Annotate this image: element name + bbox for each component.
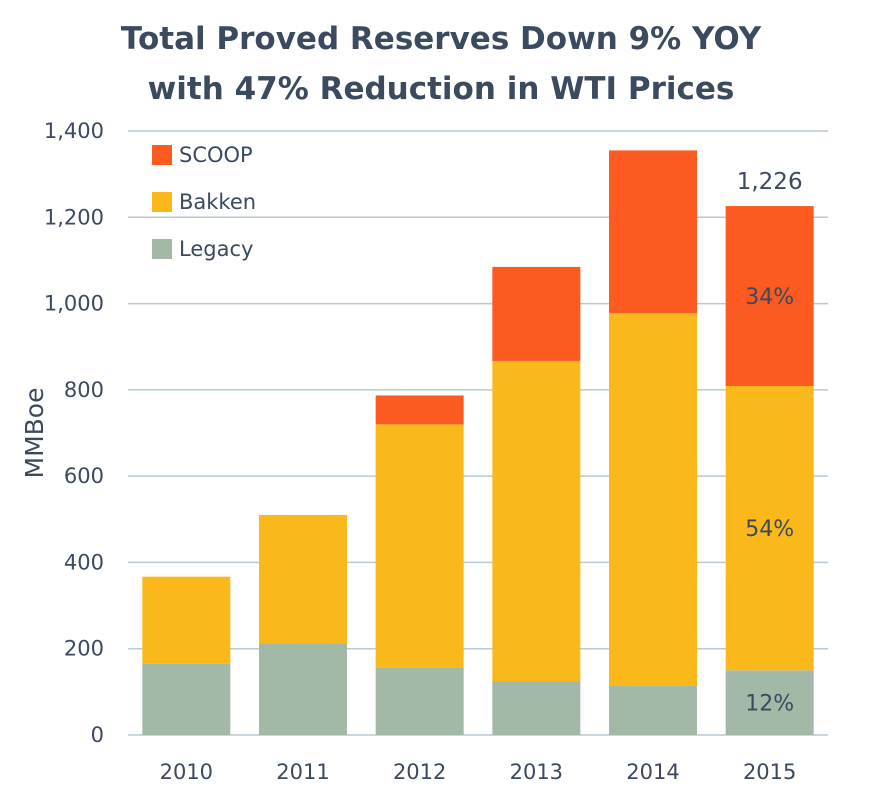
bar-legacy-2013: [492, 681, 581, 735]
y-axis-label: MMBoe: [20, 388, 49, 479]
legend-swatch-legacy: [152, 239, 172, 259]
bar-legacy-2012: [375, 667, 464, 735]
segment-percent-label: 12%: [745, 692, 794, 717]
x-tick-label: 2011: [276, 760, 329, 784]
x-axis-ticks: 2010 2011 2012 2013 2014 2015: [160, 760, 797, 784]
bar-scoop-2014: [609, 150, 697, 314]
chart-title-line-2: with 47% Reduction in WTI Prices: [147, 71, 735, 107]
y-tick-label: 0: [91, 723, 104, 747]
bar-legacy-2014: [609, 685, 697, 735]
legend-swatch-scoop: [152, 145, 172, 165]
bar-bakken-2014: [609, 313, 697, 686]
bar-bakken-2013: [492, 360, 581, 682]
annotations: 1,226 34% 54% 12%: [737, 169, 803, 717]
y-tick-label: 800: [64, 378, 104, 402]
bar-bakken-2011: [259, 514, 347, 644]
x-tick-label: 2015: [743, 760, 796, 784]
x-tick-label: 2014: [626, 760, 679, 784]
segment-percent-label: 34%: [745, 285, 794, 310]
x-tick-label: 2012: [393, 760, 446, 784]
legend: SCOOP Bakken Legacy: [152, 143, 256, 261]
gridlines: [128, 130, 828, 736]
legend-label-legacy: Legacy: [179, 237, 253, 261]
y-tick-label: 1,400: [44, 119, 104, 143]
bar-bakken-2010: [142, 576, 231, 664]
segment-percent-label: 54%: [745, 517, 794, 542]
bar-bakken-2015: [725, 385, 814, 671]
bar-legacy-2015: [725, 670, 814, 735]
bar-scoop-2012: [375, 395, 464, 425]
x-tick-label: 2013: [510, 760, 563, 784]
y-tick-label: 1,200: [44, 205, 104, 229]
legend-swatch-bakken: [152, 192, 172, 212]
legend-label-bakken: Bakken: [179, 190, 256, 214]
bars: [142, 150, 814, 735]
bar-scoop-2013: [492, 266, 581, 361]
y-tick-label: 400: [64, 550, 104, 574]
chart-title-line-1: Total Proved Reserves Down 9% YOY: [120, 21, 762, 57]
x-tick-label: 2010: [160, 760, 213, 784]
bar-bakken-2012: [375, 424, 464, 668]
chart-title: Total Proved Reserves Down 9% YOY with 4…: [0, 14, 882, 114]
legend-label-scoop: SCOOP: [179, 143, 253, 167]
y-tick-label: 200: [64, 637, 104, 661]
y-tick-label: 600: [64, 464, 104, 488]
y-tick-label: 1,000: [44, 292, 104, 316]
bar-scoop-2015: [725, 206, 814, 386]
y-axis-ticks: 0 200 400 600 800 1,000 1,200 1,400: [44, 119, 104, 747]
total-label: 1,226: [737, 169, 803, 195]
bar-legacy-2010: [142, 663, 231, 735]
bar-legacy-2011: [259, 643, 347, 735]
